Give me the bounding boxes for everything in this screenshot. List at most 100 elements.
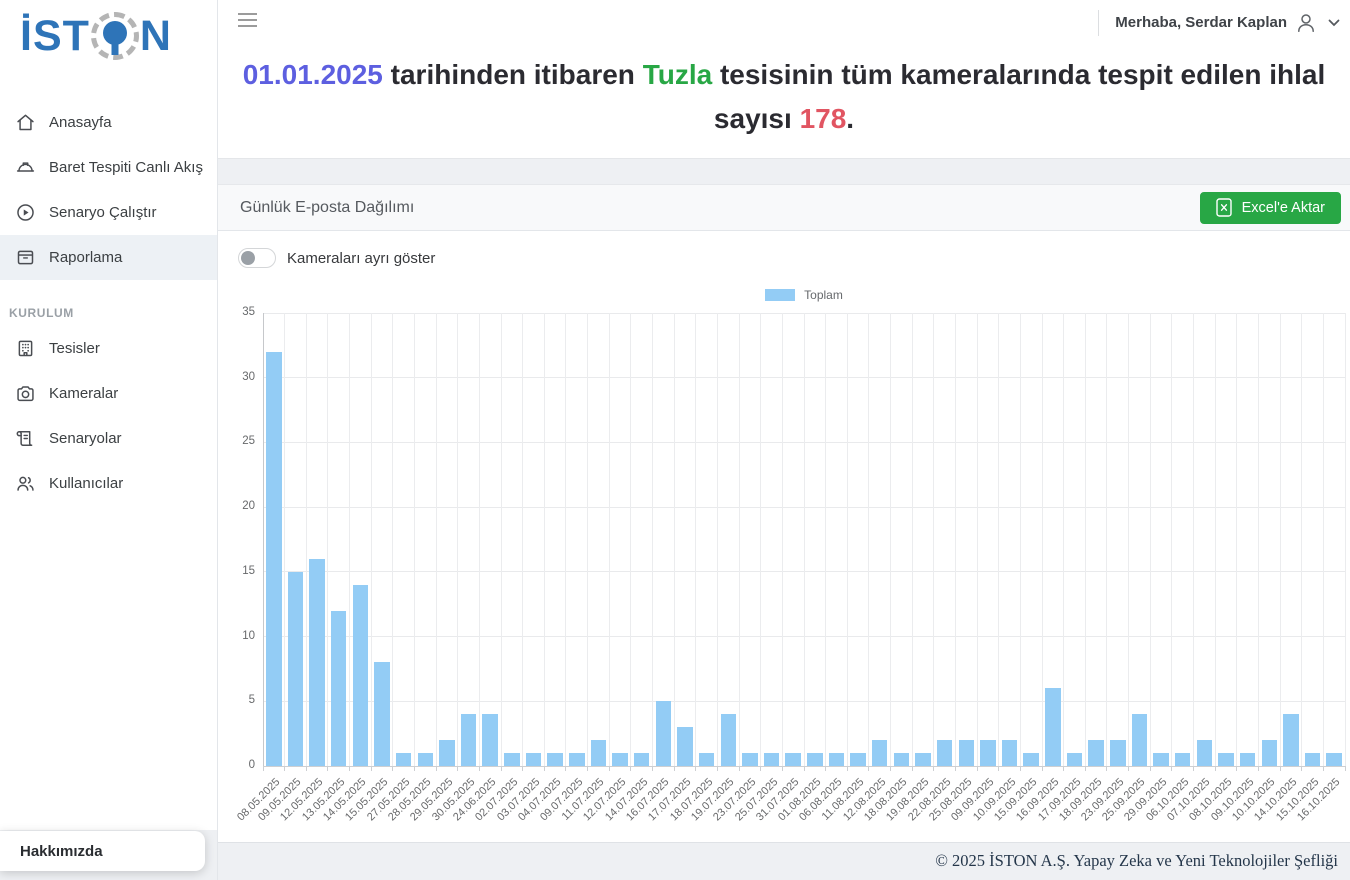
y-axis-tick-label: 0: [248, 759, 255, 771]
x-gridline: [911, 313, 913, 766]
chart-bar: [287, 571, 304, 766]
x-axis-tick-mark: [1301, 766, 1303, 771]
x-axis-tick-mark: [652, 766, 654, 771]
sidebar: İST N Anasayfa Baret Tespiti Canlı Akış …: [0, 0, 218, 880]
x-gridline: [1344, 313, 1346, 766]
play-circle-icon: [17, 204, 34, 221]
x-axis-tick-mark: [1149, 766, 1151, 771]
x-gridline: [803, 313, 805, 766]
headline-segment: tarihinden itibaren: [382, 59, 643, 90]
chart-bar: [569, 753, 585, 766]
x-axis-tick-mark: [630, 766, 632, 771]
x-axis-tick-mark: [1019, 766, 1021, 771]
x-gridline: [933, 313, 935, 766]
x-axis-tick-mark: [435, 766, 437, 771]
legend-swatch: [765, 289, 796, 301]
chart-canvas[interactable]: 0 5 10 15 20 25 30 35 08.05.2025 09.05.2025 12.05.…: [235, 306, 1346, 823]
y-axis-tick-label: 20: [242, 500, 255, 513]
x-gridline: [1279, 313, 1281, 766]
x-gridline: [695, 313, 697, 766]
toggle-knob: [241, 251, 255, 265]
about-label: Hakkımızda: [20, 842, 103, 860]
x-gridline: [1257, 313, 1259, 766]
x-gridline: [413, 313, 415, 766]
x-gridline: [327, 313, 329, 766]
sidebar-item-label: Tesisler: [49, 340, 100, 357]
x-axis-tick-mark: [933, 766, 935, 771]
chart-bar: [1283, 714, 1299, 766]
sidebar-item-senaryo-calistir[interactable]: Senaryo Çalıştır: [0, 190, 217, 235]
x-axis-tick-mark: [781, 766, 783, 771]
x-axis-tick-mark: [587, 766, 589, 771]
sidebar-item-raporlama[interactable]: Raporlama: [0, 235, 217, 280]
user-menu[interactable]: Merhaba, Serdar Kaplan: [1098, 0, 1340, 45]
y-axis-tick-label: 15: [242, 564, 255, 577]
chart-bar: [893, 753, 910, 766]
chart-bar: [1174, 753, 1191, 766]
hamburger-menu-icon[interactable]: [238, 13, 257, 31]
x-gridline: [1041, 313, 1043, 766]
x-gridline: [587, 313, 589, 766]
x-gridline: [349, 313, 351, 766]
camera-toggle-switch[interactable]: [238, 248, 276, 268]
logo-text-left: İST: [20, 11, 90, 60]
x-gridline: [825, 313, 827, 766]
sidebar-item-baret-tespiti[interactable]: Baret Tespiti Canlı Akış: [0, 145, 217, 190]
headline: 01.01.2025 tarihinden itibaren Tuzla tes…: [218, 45, 1350, 159]
sidebar-item-senaryolar[interactable]: Senaryolar: [0, 416, 217, 461]
building-icon: [18, 340, 33, 357]
chart-legend[interactable]: Toplam: [263, 288, 1345, 302]
archive-box-icon: [17, 250, 34, 265]
chart-bar: [677, 727, 693, 766]
chart-bar: [785, 753, 801, 766]
x-gridline: [1301, 313, 1303, 766]
x-axis-tick-mark: [976, 766, 978, 771]
chart-bar: [655, 701, 672, 766]
chart-bar: [1045, 688, 1061, 766]
x-gridline: [976, 313, 978, 766]
chart-bar: [1131, 714, 1148, 766]
x-axis-tick-mark: [716, 766, 718, 771]
chart-bar: [633, 753, 650, 766]
sidebar-item-label: Senaryolar: [49, 430, 122, 447]
x-gridline: [716, 313, 718, 766]
chart-bar: [439, 740, 455, 766]
camera-toggle-label: Kameraları ayrı göster: [287, 249, 436, 267]
x-axis-tick-mark: [954, 766, 956, 771]
x-gridline: [998, 313, 1000, 766]
x-axis-tick-mark: [327, 766, 329, 771]
headline-segment: tesisinin tüm kameralarında tespit edile…: [712, 59, 1326, 135]
x-axis-tick-mark: [1128, 766, 1130, 771]
export-excel-button[interactable]: Excel'e Aktar: [1199, 191, 1341, 224]
x-gridline: [846, 313, 848, 766]
chart-bar: [352, 584, 369, 766]
x-gridline: [954, 313, 956, 766]
chart-bar: [525, 753, 542, 766]
x-axis-tick-mark: [1322, 766, 1324, 771]
logo-o-icon: [90, 12, 139, 60]
sidebar-item-kameralar[interactable]: Kameralar: [0, 371, 217, 416]
x-axis-tick-mark: [543, 766, 545, 771]
x-axis-tick-mark: [565, 766, 567, 771]
x-gridline: [608, 313, 610, 766]
about-button[interactable]: Hakkımızda: [0, 831, 205, 871]
y-axis-line: [262, 313, 264, 766]
x-axis-tick-mark: [890, 766, 892, 771]
x-axis-tick-mark: [262, 766, 264, 771]
x-gridline: [781, 313, 783, 766]
x-axis-tick-mark: [1344, 766, 1346, 771]
headline-segment: 178: [799, 103, 847, 135]
iston-logo[interactable]: İST N: [20, 12, 172, 60]
x-gridline: [1236, 313, 1238, 766]
sidebar-item-kullanicilar[interactable]: Kullanıcılar: [0, 461, 217, 506]
users-icon: [17, 476, 34, 491]
x-axis-tick-mark: [868, 766, 870, 771]
chart-bar: [1304, 753, 1321, 766]
chart-bar: [1218, 753, 1234, 766]
chart-bar: [850, 753, 866, 766]
sidebar-item-anasayfa[interactable]: Anasayfa: [0, 100, 217, 145]
sidebar-item-tesisler[interactable]: Tesisler: [0, 326, 217, 371]
x-gridline: [1063, 313, 1065, 766]
x-gridline: [1084, 313, 1086, 766]
sidebar-item-label: Baret Tespiti Canlı Akış: [49, 159, 203, 176]
